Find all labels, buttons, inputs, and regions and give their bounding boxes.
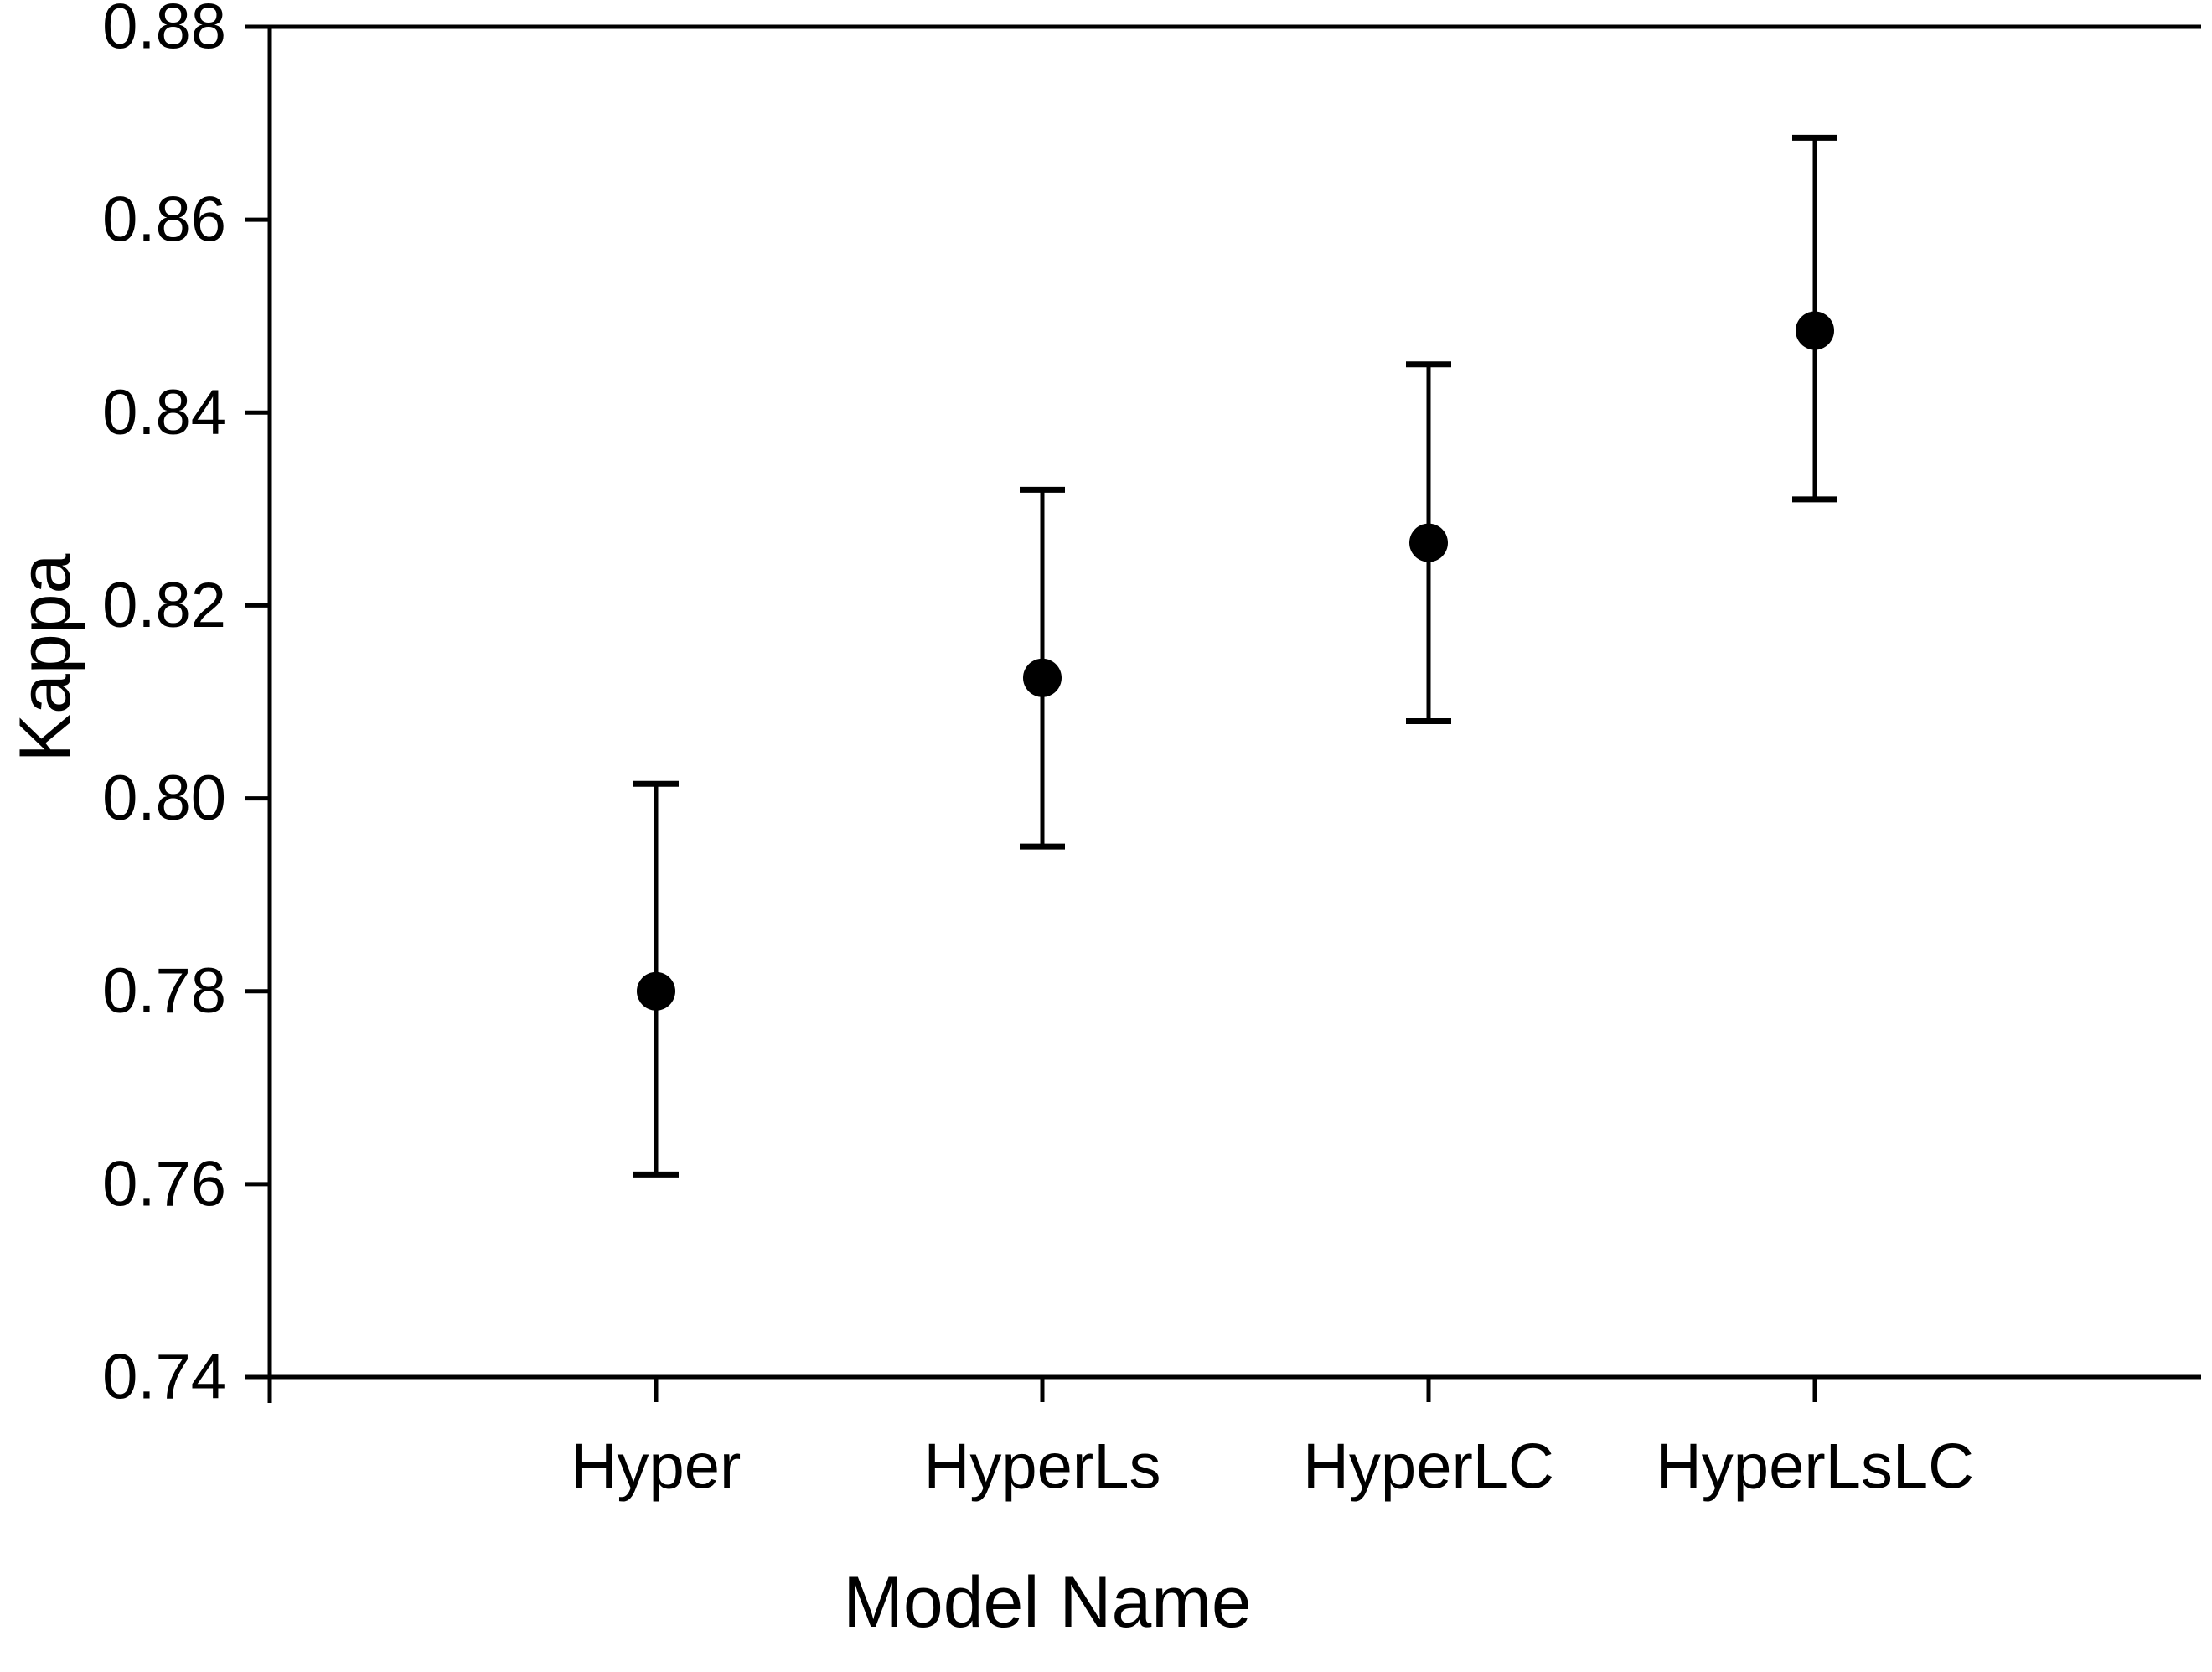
data-point-HyperLs — [1023, 658, 1062, 697]
axes — [267, 24, 2201, 1403]
data-point-HyperLsLC — [1796, 311, 1834, 350]
x-axis-title: Model Name — [843, 1562, 1252, 1643]
y-tick-label: 0.86 — [102, 184, 226, 256]
data-point-Hyper — [637, 971, 675, 1011]
x-tick-label-Hyper: Hyper — [571, 1431, 742, 1503]
y-axis-title: Kappa — [5, 553, 85, 762]
x-tick-label-HyperLsLC: HyperLsLC — [1656, 1431, 1974, 1503]
y-tick-label: 0.76 — [102, 1148, 226, 1219]
data-point-HyperLC — [1409, 523, 1448, 562]
x-tick-label-HyperLC: HyperLC — [1303, 1431, 1554, 1503]
y-tick-label: 0.82 — [102, 570, 226, 641]
axis-tick-labels: 0.88 0.86 0.84 0.82 0.80 0.78 0.76 0.74 Hyper Hyp… — [102, 0, 1974, 1503]
data-marks — [633, 134, 1837, 1178]
y-tick-label: 0.74 — [102, 1342, 226, 1413]
axis-ticks — [245, 24, 1817, 1402]
x-tick-label-HyperLs: HyperLs — [924, 1431, 1161, 1503]
y-tick-label: 0.78 — [102, 955, 226, 1027]
y-tick-label: 0.88 — [102, 0, 226, 63]
y-tick-label: 0.84 — [102, 377, 226, 448]
y-tick-label: 0.80 — [102, 763, 226, 834]
